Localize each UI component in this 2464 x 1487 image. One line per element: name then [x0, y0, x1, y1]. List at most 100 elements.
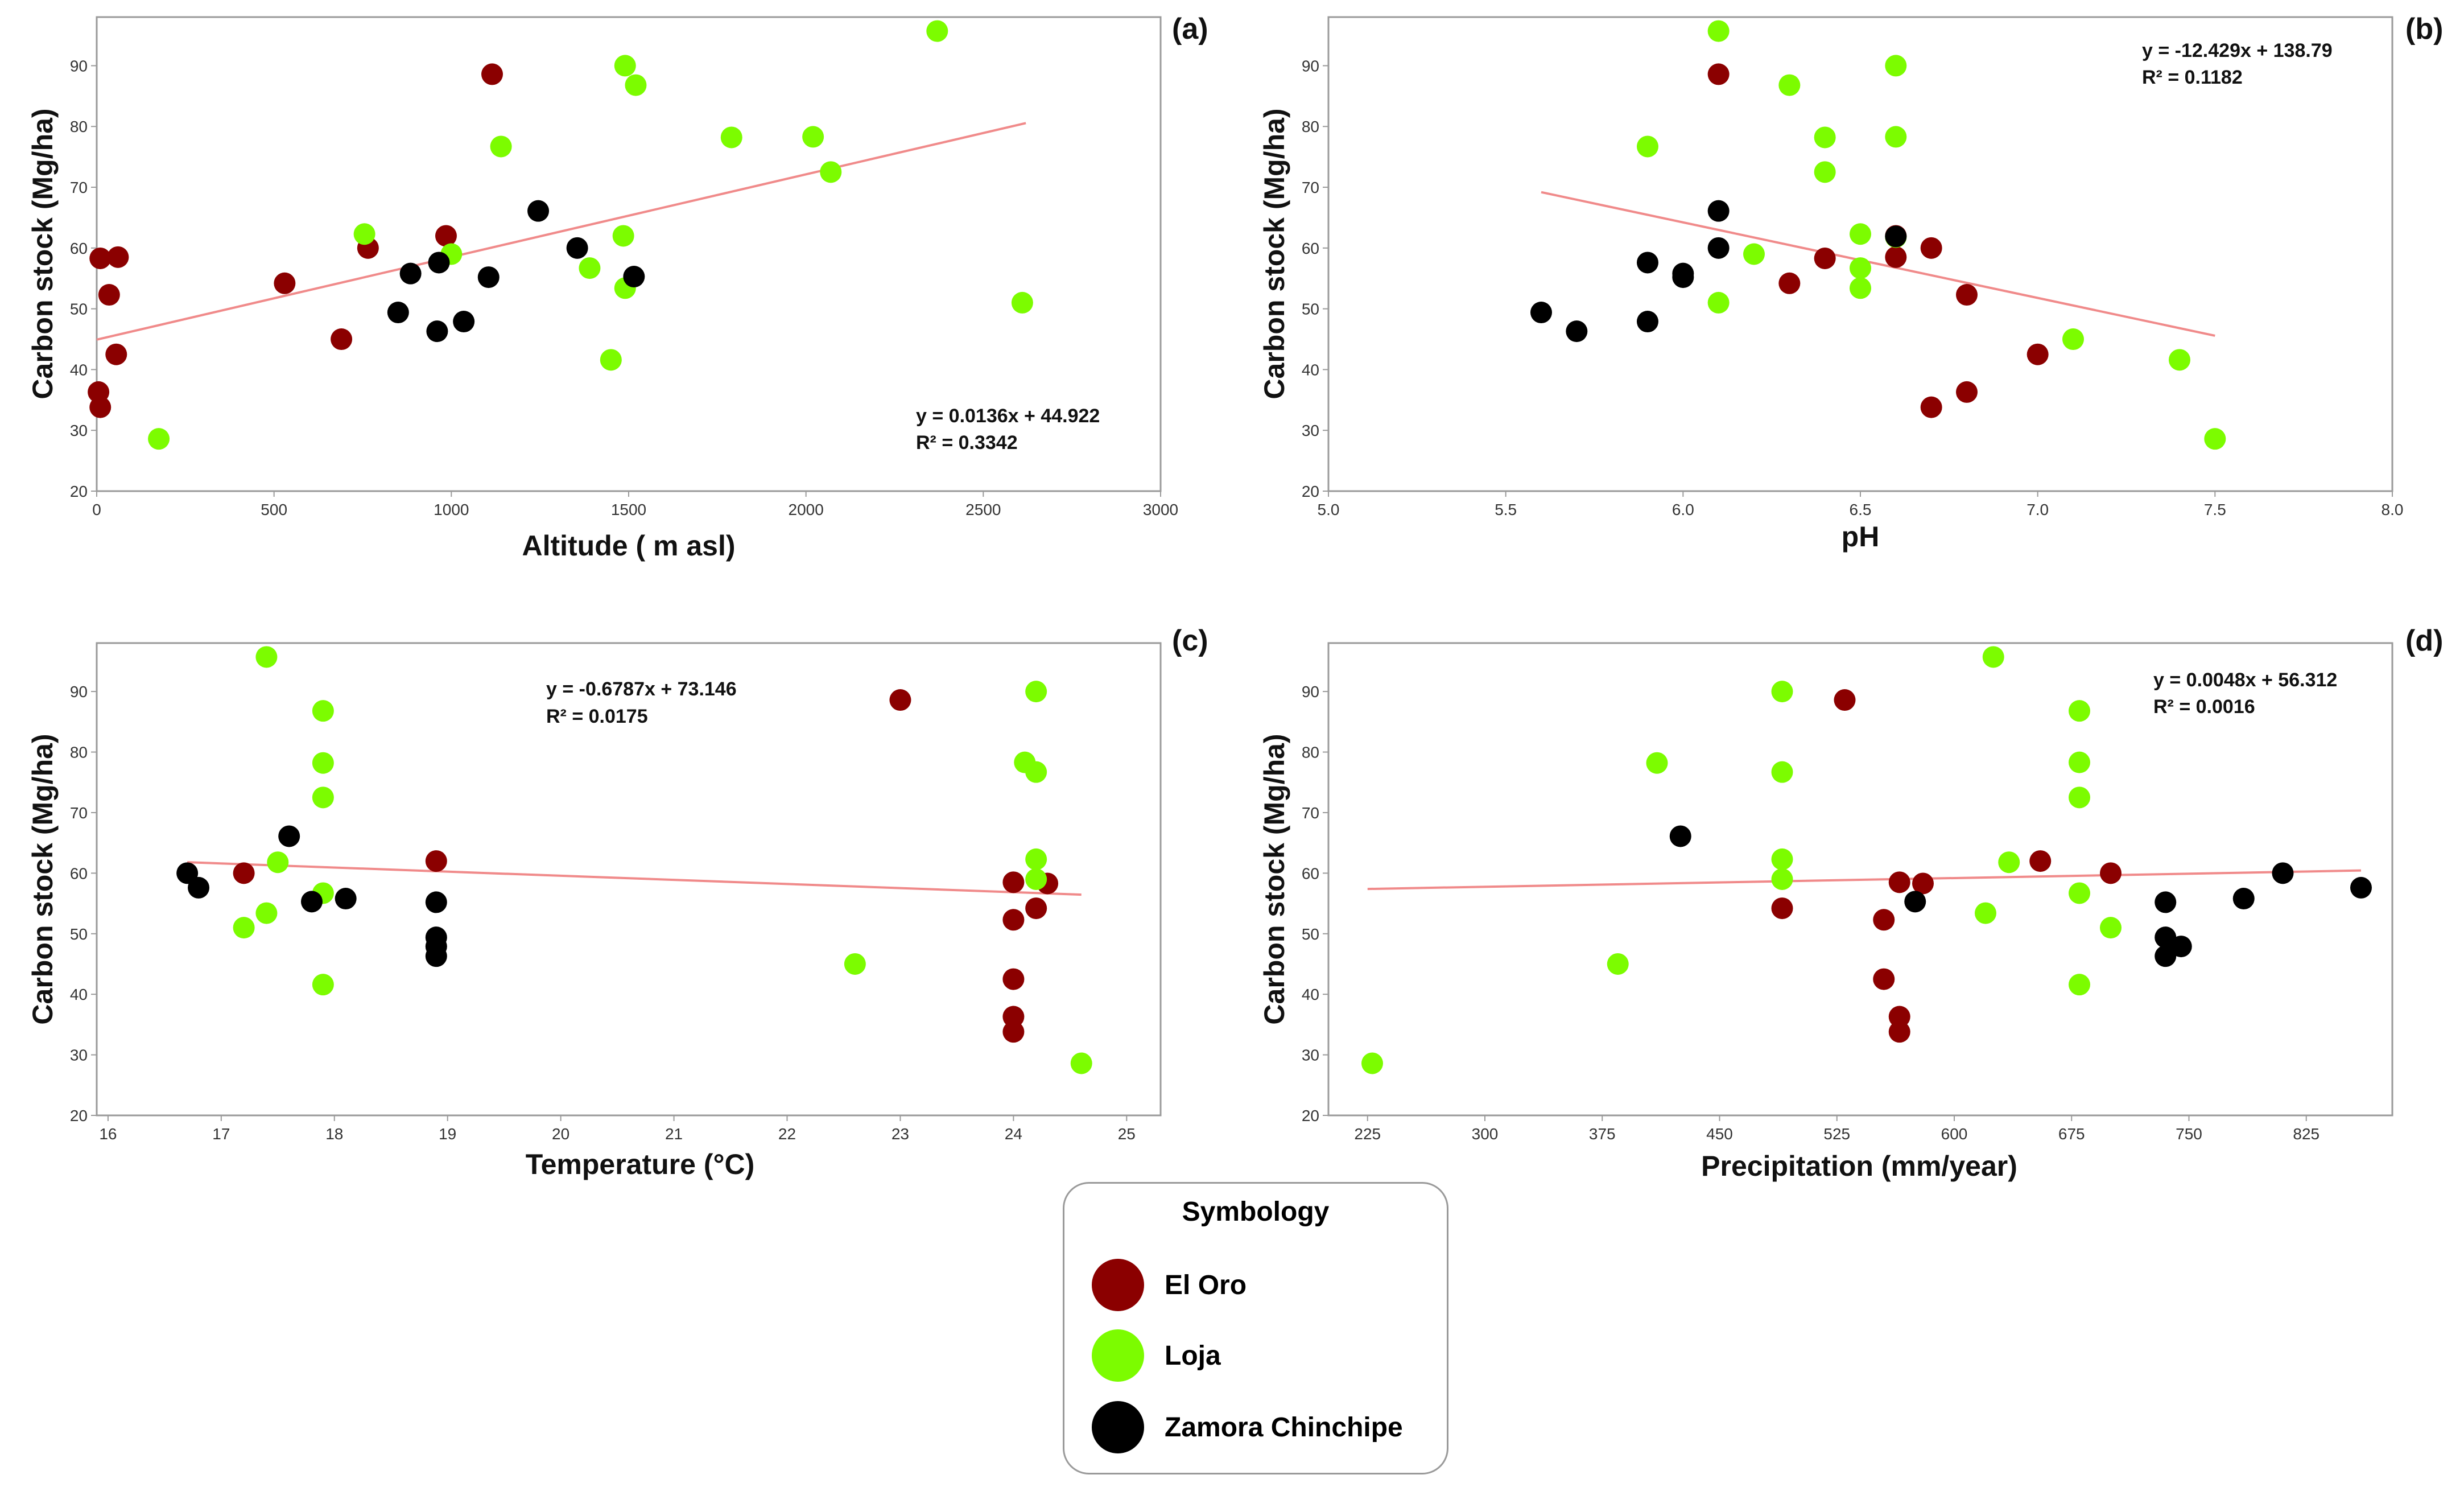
point-loja [926, 20, 948, 42]
point-loja [1982, 646, 2004, 668]
y-tick-label: 40 [70, 361, 88, 378]
legend-item-loja: Loja [1092, 1328, 1221, 1383]
point-el-oro [1956, 381, 1978, 403]
y-tick-label: 80 [1302, 744, 1319, 761]
x-tick-label: 600 [1941, 1125, 1968, 1143]
y-tick-label: 40 [70, 986, 88, 1003]
point-zamora-chinchipe [2155, 891, 2177, 913]
point-zamora-chinchipe [1637, 252, 1658, 274]
point-el-oro [2100, 862, 2122, 884]
point-zamora-chinchipe [1707, 200, 1730, 222]
y-tick-label: 30 [70, 1047, 88, 1064]
y-tick-label: 30 [70, 422, 88, 439]
y-tick-label: 70 [1302, 179, 1319, 196]
point-el-oro [435, 225, 457, 247]
point-el-oro [98, 284, 120, 306]
point-el-oro [1778, 272, 1801, 294]
point-el-oro [1707, 63, 1730, 85]
point-zamora-chinchipe [2272, 862, 2294, 884]
y-tick-label: 20 [70, 483, 88, 500]
point-loja [1814, 126, 1836, 149]
point-loja [1850, 277, 1871, 299]
r2-b: R² = 0.1182 [2142, 67, 2243, 88]
y-tick-label: 90 [70, 683, 88, 701]
x-tick-label: 375 [1589, 1125, 1616, 1143]
point-el-oro [1834, 689, 1856, 711]
x-tick-label: 6.5 [1850, 501, 1872, 518]
point-loja [1975, 902, 1996, 924]
point-loja [1771, 761, 1793, 783]
x-tick-label: 1500 [611, 501, 646, 518]
trendline-a [96, 122, 1026, 341]
point-el-oro [274, 272, 296, 294]
point-el-oro [2026, 343, 2049, 365]
point-el-oro [1888, 1006, 1910, 1028]
point-el-oro [105, 343, 127, 365]
x-tick-label: 500 [261, 501, 287, 518]
point-loja [1011, 291, 1033, 314]
point-zamora-chinchipe [477, 266, 500, 289]
point-loja [720, 126, 742, 149]
point-el-oro [1956, 284, 1978, 306]
x-axis-title-d: Precipitation (mm/year) [1701, 1150, 2017, 1182]
panel-letter-a: (a) [1172, 13, 1208, 46]
point-loja [612, 225, 634, 247]
point-zamora-chinchipe [1672, 266, 1694, 289]
x-tick-label: 675 [2058, 1125, 2085, 1143]
point-zamora-chinchipe [1637, 311, 1658, 333]
y-tick-label: 30 [1302, 1047, 1319, 1064]
y-tick-label: 70 [70, 804, 88, 822]
point-loja [267, 851, 289, 874]
point-loja [2069, 700, 2090, 722]
y-tick-label: 20 [70, 1107, 88, 1124]
x-tick-label: 25 [1118, 1125, 1136, 1143]
point-zamora-chinchipe [2155, 945, 2177, 967]
point-loja [1607, 953, 1629, 975]
point-el-oro [1002, 871, 1025, 893]
x-tick-label: 16 [99, 1125, 117, 1143]
points-d [1361, 646, 2372, 1074]
point-zamora-chinchipe [453, 311, 475, 333]
y-tick-label: 40 [1302, 986, 1319, 1003]
x-tick-label: 3000 [1143, 501, 1178, 518]
point-loja [1707, 291, 1730, 314]
y-tick-label: 60 [70, 864, 88, 882]
point-el-oro [2029, 850, 2052, 872]
y-tick-label: 50 [70, 925, 88, 943]
y-tick-label: 60 [1302, 864, 1319, 882]
point-zamora-chinchipe [300, 891, 323, 913]
legend-title: Symbology [1182, 1197, 1330, 1227]
point-zamora-chinchipe [2170, 936, 2192, 958]
point-loja [148, 428, 170, 450]
point-loja [1850, 257, 1871, 279]
trendline-b [1541, 191, 2215, 337]
point-zamora-chinchipe [387, 302, 409, 324]
point-loja [614, 55, 636, 77]
legend-label-loja: Loja [1165, 1340, 1221, 1371]
point-loja [2100, 917, 2122, 939]
point-loja [255, 646, 278, 668]
point-loja [1025, 681, 1047, 703]
x-ticks-a: 0 500 1000 1500 2000 2500 3000 [92, 491, 1178, 518]
point-loja [2069, 786, 2090, 809]
point-loja [312, 786, 334, 809]
x-tick-label: 20 [552, 1125, 569, 1143]
point-loja [1070, 1052, 1092, 1074]
panel-b: 5.0 5.5 6.0 6.5 7.0 7.5 8.0 20 30 40 50 60 70 80 90 y… [1258, 13, 2443, 553]
trendline [96, 122, 1026, 341]
x-ticks-d: 225 300 375 450 525 600 675 750 825 [1354, 1115, 2319, 1143]
point-el-oro [1002, 909, 1025, 931]
plot-frame-b [1327, 16, 2393, 492]
y-axis-title-b: Carbon stock (Mg/ha) [1258, 108, 1290, 399]
x-tick-label: 17 [212, 1125, 230, 1143]
point-zamora-chinchipe [2350, 876, 2372, 899]
point-loja [1025, 761, 1047, 783]
point-el-oro [1873, 968, 1895, 990]
equation-b: y = -12.429x + 138.79 [2142, 40, 2333, 61]
point-zamora-chinchipe [1885, 225, 1907, 248]
point-loja [1771, 681, 1793, 703]
legend-item-el-oro: El Oro [1092, 1258, 1247, 1312]
point-loja [625, 74, 647, 96]
point-loja [233, 917, 255, 939]
point-loja [844, 953, 866, 975]
